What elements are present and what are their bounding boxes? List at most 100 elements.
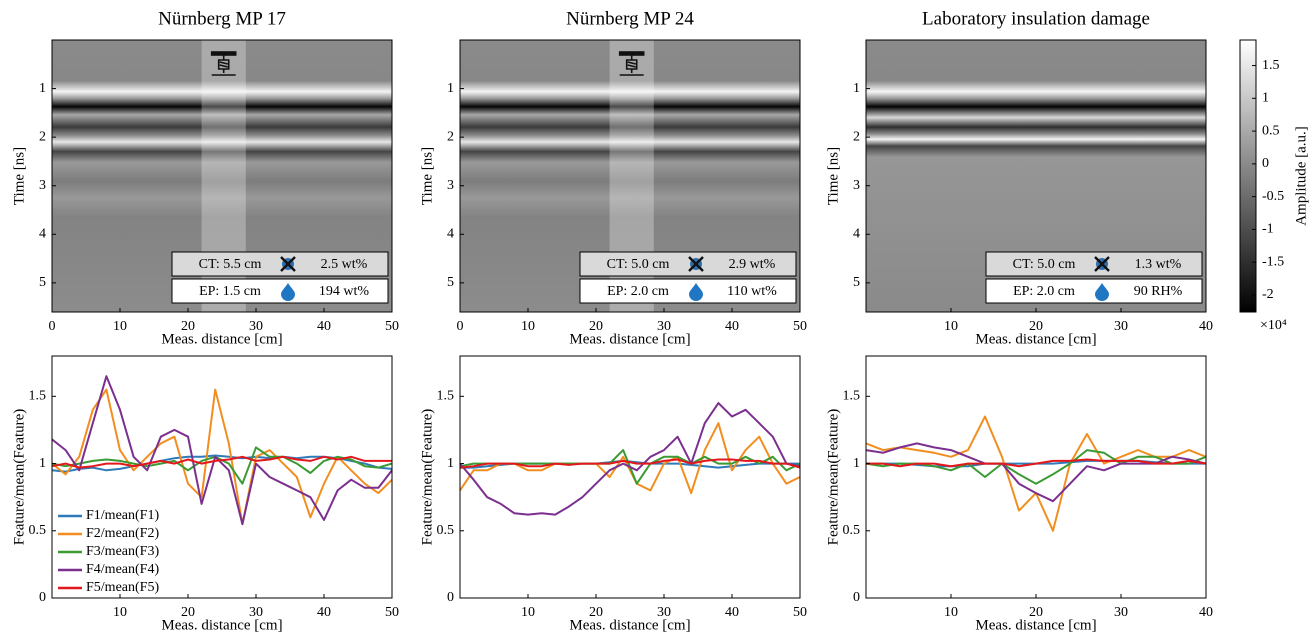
colorbar-tick-label: -2 [1262,287,1274,302]
y-tick-label: 1 [447,456,454,471]
axes-frame [459,39,801,313]
info-value: 194 wt% [319,284,370,299]
y-tick-label: 1 [39,81,46,96]
x-tick-label: 20 [589,319,603,334]
drop-icon [281,283,295,301]
x-tick-label: 30 [249,319,263,334]
info-box [579,251,797,277]
radargram-panel: CT: 5.5 cm 2.5 wt% EP: 1.5 cm 194 wt% 0 10 20 3… [11,8,399,347]
y-axis-label: Feature/mean(Feature) [419,409,435,546]
series-line [865,415,1207,532]
y-tick-label: 0 [39,590,46,605]
series-line [51,375,393,526]
x-tick-label: 40 [725,319,739,334]
y-tick-label: 1.5 [29,389,47,404]
y-tick-label: 5 [853,275,860,290]
y-tick-label: 0.5 [437,523,455,538]
chart-title: Nürnberg MP 24 [566,8,694,29]
info-box [579,278,797,304]
drill-icon [618,51,645,76]
y-tick-label: 2 [853,129,860,144]
x-tick-label: 30 [1114,605,1128,620]
info-label: EP: 1.5 cm [199,284,261,299]
series-line [865,449,1207,485]
y-tick-label: 3 [39,178,46,193]
info-label: CT: 5.0 cm [607,257,670,272]
colorbar-tick-label: 0.5 [1262,123,1280,138]
info-box [985,251,1203,277]
x-tick-label: 10 [944,605,958,620]
x-axis-label: Meas. distance [cm] [569,617,690,633]
series-line [459,458,801,469]
y-axis-label: Feature/mean(Feature) [825,409,841,546]
x-tick-label: 10 [521,319,535,334]
series-line [865,442,1207,503]
cross-icon [1094,256,1110,272]
info-value: 90 RH% [1134,284,1183,299]
icon-part [210,51,237,56]
x-tick-label: 50 [793,605,807,620]
x-tick-label: 10 [113,319,127,334]
x-tick-label: 30 [657,319,671,334]
x-tick-label: 40 [1199,605,1213,620]
info-label: EP: 2.0 cm [607,284,669,299]
series-line [51,455,392,469]
cross-icon [688,256,704,272]
info-value: 1.3 wt% [1135,257,1182,272]
icon-part [619,55,644,76]
y-tick-label: 4 [447,227,454,242]
y-tick-label: 1.5 [843,389,861,404]
colorbar-tick-label: 1.5 [1262,58,1280,73]
series-line [51,388,393,526]
x-tick-label: 10 [521,605,535,620]
y-tick-label: 3 [853,178,860,193]
chart-title: Laboratory insulation damage [922,8,1150,29]
icon-part [618,51,645,56]
colorbar-tick-label: -1 [1262,222,1274,237]
y-tick-label: 3 [447,178,454,193]
legend-label: F2/mean(F2) [86,526,159,541]
x-tick-label: 50 [385,319,399,334]
colorbar-exponent: ×10⁴ [1260,318,1287,333]
feature-panel: 10 20 30 40 0 0.5 1 1.5 Meas. distance [cm] Featu… [825,355,1213,633]
info-box [171,278,389,304]
axes-frame [51,39,393,313]
info-box [171,251,389,277]
y-tick-label: 0 [853,590,860,605]
drop-icon [1095,283,1109,301]
y-tick-label: 0.5 [29,523,47,538]
x-axis-label: Meas. distance [cm] [975,617,1096,633]
x-axis-label: Meas. distance [cm] [161,331,282,347]
x-tick-label: 10 [944,319,958,334]
x-axis-label: Meas. distance [cm] [569,331,690,347]
y-axis-label: Time [ns] [419,147,435,205]
y-tick-label: 2 [39,129,46,144]
y-tick-label: 0.5 [843,523,861,538]
x-tick-label: 0 [49,319,56,334]
x-tick-label: 0 [457,319,464,334]
x-tick-label: 20 [1029,319,1043,334]
legend-label: F4/mean(F4) [86,562,159,577]
drill-icon [210,51,237,76]
x-tick-label: 20 [1029,605,1043,620]
colorbar-tick-label: 1 [1262,91,1269,106]
x-tick-label: 10 [113,605,127,620]
x-tick-label: 50 [793,319,807,334]
y-axis-label: Time [ns] [11,147,27,205]
radargram-panel: CT: 5.0 cm 2.9 wt% EP: 2.0 cm 110 wt% 0 10 20 3… [419,8,807,347]
icon-part [211,55,236,76]
x-tick-label: 40 [1199,319,1213,334]
x-tick-label: 40 [725,605,739,620]
x-tick-label: 50 [385,605,399,620]
y-axis-label: Time [ns] [825,147,841,205]
y-tick-label: 5 [447,275,454,290]
info-label: EP: 2.0 cm [1013,284,1075,299]
x-tick-label: 20 [589,605,603,620]
x-tick-label: 20 [181,319,195,334]
legend-label: F1/mean(F1) [86,508,159,523]
y-tick-label: 4 [39,227,46,242]
series-line [51,446,393,485]
axes-frame [51,355,393,599]
feature-panel: F1/mean(F1) F2/mean(F2) F3/mean(F3) F4/mean… [11,355,399,633]
